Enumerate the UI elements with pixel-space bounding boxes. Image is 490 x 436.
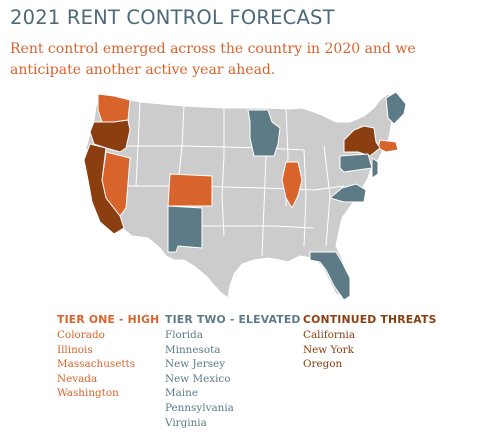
legend-tier-one-item: Illinois <box>57 343 93 356</box>
state-new-york <box>343 125 381 157</box>
page-subtitle: Rent control emerged across the country … <box>10 41 416 78</box>
state-virginia <box>329 183 367 203</box>
legend-continued-threats-item: California <box>303 329 356 341</box>
state-maine <box>385 91 407 125</box>
legend-tier-two-heading: TIER TWO - ELEVATED <box>165 313 301 326</box>
state-florida <box>309 251 351 301</box>
legend-tier-one-item: Colorado <box>57 329 105 341</box>
legend-tier-one-item: Washington <box>57 387 119 400</box>
legend-tier-two-item: Pennsylvania <box>165 401 234 414</box>
legend-tier-one-item: Massachusetts <box>57 358 136 371</box>
state-oregon <box>89 119 131 153</box>
us-states-map <box>83 91 407 301</box>
legend-tier-two-item: Virginia <box>165 416 207 429</box>
state-pennsylvania <box>339 153 373 173</box>
legend-continued-threats: CONTINUED THREATS California New York Or… <box>303 313 437 372</box>
state-new-jersey <box>371 157 379 179</box>
page-title: 2021 RENT CONTROL FORECAST <box>10 6 335 29</box>
state-california <box>83 143 125 235</box>
state-minnesota <box>247 109 281 157</box>
legend-tier-two-item: Maine <box>165 387 198 400</box>
legend-tier-one-item: Nevada <box>57 372 98 385</box>
legend-tier-two-item: Florida <box>165 329 203 341</box>
state-illinois <box>281 161 303 209</box>
legend-continued-threats-heading: CONTINUED THREATS <box>303 313 437 326</box>
state-colorado <box>167 173 213 207</box>
legend-tier-two-item: New Jersey <box>165 358 226 371</box>
legend-tier-two-item: Minnesota <box>165 343 221 356</box>
legend-continued-threats-item: Oregon <box>303 358 343 371</box>
legend-tier-one-heading: TIER ONE - HIGH <box>57 313 160 326</box>
legend-tier-one: TIER ONE - HIGH Colorado Illinois Massac… <box>57 313 159 401</box>
state-new-mexico <box>167 205 203 253</box>
legend-continued-threats-item: New York <box>303 343 354 356</box>
legend-tier-two-item: New Mexico <box>165 372 231 385</box>
legend-tier-two: TIER TWO - ELEVATED Florida Minnesota Ne… <box>165 313 301 430</box>
